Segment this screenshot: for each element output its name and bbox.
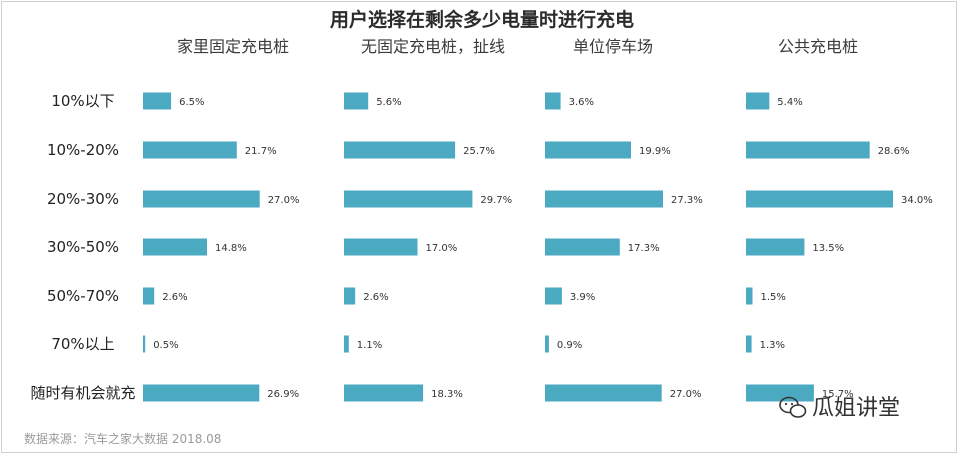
- bar: [344, 384, 424, 402]
- bar: [344, 190, 473, 208]
- value-label: 27.3%: [671, 195, 703, 206]
- row-label: 随时有机会就充: [30, 384, 135, 402]
- bar: [545, 190, 663, 208]
- row-label: 10%-20%: [47, 141, 119, 159]
- value-label: 29.7%: [480, 195, 512, 206]
- bar: [746, 287, 753, 305]
- value-label: 17.3%: [628, 243, 660, 254]
- bar: [143, 92, 172, 110]
- value-label: 5.4%: [777, 97, 802, 108]
- value-label: 0.5%: [153, 340, 178, 351]
- bar: [545, 384, 662, 402]
- row-label: 70%以上: [51, 335, 114, 353]
- panel-title: 家里固定充电桩: [177, 37, 289, 56]
- value-label: 1.3%: [760, 340, 785, 351]
- panel-title: 单位停车场: [573, 37, 653, 56]
- panel-title: 公共充电桩: [778, 37, 858, 56]
- bar: [545, 335, 549, 353]
- value-label: 6.5%: [179, 97, 204, 108]
- row-label: 10%以下: [51, 92, 114, 110]
- bar: [143, 238, 207, 256]
- bar: [143, 141, 237, 159]
- chart-title: 用户选择在剩余多少电量时进行充电: [330, 8, 634, 31]
- value-label: 0.9%: [557, 340, 582, 351]
- bar: [746, 141, 870, 159]
- value-label: 26.9%: [267, 389, 299, 400]
- value-label: 17.0%: [426, 243, 458, 254]
- value-label: 3.6%: [569, 97, 594, 108]
- wechat-icon: [779, 396, 807, 418]
- watermark: 瓜姐讲堂: [779, 396, 900, 421]
- value-label: 1.1%: [357, 340, 382, 351]
- value-label: 1.5%: [761, 292, 786, 303]
- value-label: 18.3%: [431, 389, 463, 400]
- panel-title: 无固定充电桩，扯线: [361, 37, 505, 56]
- bar: [143, 287, 155, 305]
- row-label: 30%-50%: [47, 238, 119, 256]
- bar: [545, 238, 620, 256]
- source-note: 数据来源：汽车之家大数据 2018.08: [24, 431, 221, 446]
- bar: [545, 141, 631, 159]
- bar: [746, 92, 770, 110]
- value-label: 27.0%: [268, 195, 300, 206]
- bar: [746, 384, 814, 402]
- bar: [746, 238, 805, 256]
- value-label: 19.9%: [639, 146, 671, 157]
- bar: [746, 335, 752, 353]
- panel-titles: 家里固定充电桩 无固定充电桩，扯线 单位停车场 公共充电桩: [177, 37, 858, 56]
- bar: [344, 238, 418, 256]
- bar: [344, 287, 356, 305]
- row-label: 20%-30%: [47, 190, 119, 208]
- value-label: 13.5%: [812, 243, 844, 254]
- bar: [746, 190, 893, 208]
- value-label: 5.6%: [376, 97, 401, 108]
- watermark-text: 瓜姐讲堂: [812, 396, 900, 421]
- row-labels: 10%以下 10%-20% 20%-30% 30%-50% 50%-70% 70%以上随时…: [30, 92, 135, 402]
- value-label: 27.0%: [670, 389, 702, 400]
- bars: 6.5% 21.7% 27.0% 14.8% 2.6% 0.5% 26.9% 5.6% 25.7…: [143, 92, 933, 402]
- value-label: 28.6%: [878, 146, 910, 157]
- value-label: 2.6%: [162, 292, 187, 303]
- bar: [344, 141, 456, 159]
- value-label: 14.8%: [215, 243, 247, 254]
- row-label: 50%-70%: [47, 287, 119, 305]
- value-label: 34.0%: [901, 195, 933, 206]
- value-label: 25.7%: [463, 146, 495, 157]
- value-label: 15.7%: [822, 389, 854, 400]
- bar: [545, 92, 561, 110]
- value-label: 2.6%: [363, 292, 388, 303]
- bar: [344, 335, 349, 353]
- bar: [143, 190, 260, 208]
- bar: [143, 384, 260, 402]
- value-label: 21.7%: [245, 146, 277, 157]
- bar: [143, 335, 146, 353]
- value-label: 3.9%: [570, 292, 595, 303]
- bar: [344, 92, 369, 110]
- bar: [545, 287, 562, 305]
